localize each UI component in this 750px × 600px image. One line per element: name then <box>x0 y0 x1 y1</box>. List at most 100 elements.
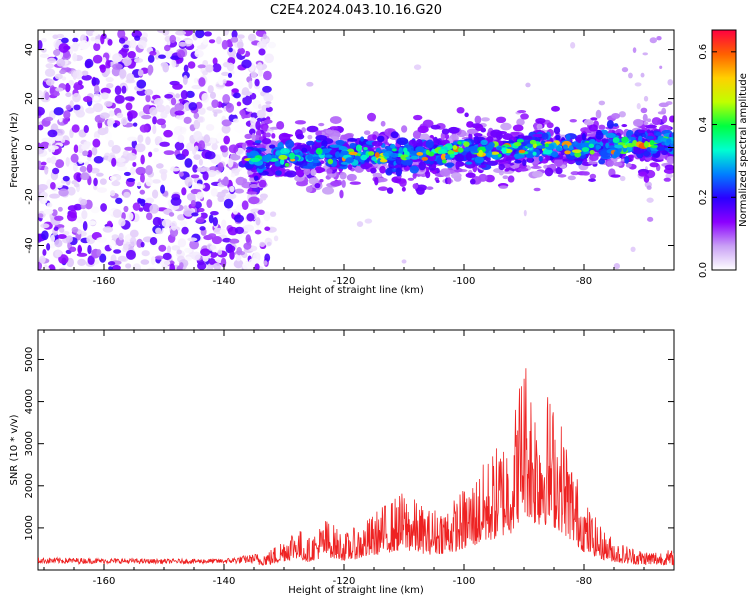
heatmap-blob <box>96 187 108 193</box>
heatmap-blob <box>76 252 88 257</box>
heatmap-blob <box>529 139 537 145</box>
heatmap-blob <box>44 116 54 122</box>
heatmap-blob <box>562 144 568 150</box>
heatmap-blob <box>177 214 186 221</box>
heatmap-blob <box>191 251 201 261</box>
heatmap-blob <box>149 50 157 56</box>
heatmap-blob <box>516 118 525 126</box>
heatmap-blob <box>53 107 64 116</box>
heatmap-blob <box>169 263 176 270</box>
heatmap-blob <box>120 117 128 126</box>
heatmap-blob <box>170 55 181 61</box>
heatmap-blob <box>646 197 654 203</box>
heatmap-blob <box>438 149 447 154</box>
heatmap-blob <box>409 165 420 174</box>
heatmap-blob <box>324 154 333 158</box>
heatmap-blob <box>418 161 426 171</box>
heatmap-blob <box>656 146 666 151</box>
heatmap-blob <box>84 60 92 69</box>
heatmap-blob <box>634 82 642 87</box>
heatmap-blob <box>610 174 621 178</box>
heatmap-blob <box>637 129 646 134</box>
heatmap-blob <box>93 177 98 187</box>
heatmap-blob <box>457 141 462 145</box>
x-tick-label: -160 <box>93 276 116 287</box>
heatmap-blob <box>329 116 342 124</box>
heatmap-blob <box>183 64 189 73</box>
heatmap-blob <box>211 143 218 151</box>
heatmap-blob <box>310 169 317 176</box>
heatmap-blob <box>275 170 282 176</box>
heatmap-blob <box>440 132 446 141</box>
x-tick-label: -80 <box>576 576 592 587</box>
heatmap-blob <box>242 95 253 106</box>
heatmap-blob <box>555 167 563 175</box>
heatmap-blob <box>265 161 270 169</box>
heatmap-blob <box>50 146 56 153</box>
heatmap-blob <box>38 184 48 191</box>
heatmap-blob <box>177 49 186 59</box>
heatmap-blob <box>643 95 649 102</box>
heatmap-blob <box>249 183 259 189</box>
heatmap-blob <box>312 159 320 163</box>
heatmap-blob <box>513 142 522 147</box>
heatmap-blob <box>99 112 110 119</box>
heatmap-blob <box>643 140 649 148</box>
y-tick-label: 5000 <box>24 347 35 372</box>
y-tick-label: -20 <box>24 188 35 204</box>
heatmap-blob <box>104 210 115 215</box>
heatmap-blob <box>92 31 99 37</box>
heatmap-blob <box>81 144 90 150</box>
heatmap-blob <box>588 178 596 182</box>
heatmap-blob <box>210 188 218 197</box>
heatmap-blob <box>315 134 328 141</box>
heatmap-blob <box>114 85 122 96</box>
heatmap-blob <box>47 57 57 64</box>
heatmap-blob <box>372 172 383 178</box>
heatmap-blob <box>646 118 652 123</box>
colorbar-gradient <box>712 30 736 270</box>
heatmap-blob <box>294 120 306 125</box>
heatmap-blob <box>116 165 128 171</box>
heatmap-blob <box>606 160 615 167</box>
heatmap-blob <box>43 208 54 215</box>
heatmap-blob <box>649 139 655 146</box>
heatmap-blob <box>194 201 202 209</box>
heatmap-blob <box>601 138 607 144</box>
heatmap-blob <box>108 266 113 270</box>
heatmap-blob <box>236 34 245 39</box>
heatmap-blob <box>106 220 113 227</box>
heatmap-blob <box>77 258 86 266</box>
heatmap-blob <box>76 216 83 224</box>
heatmap-blob <box>157 104 166 113</box>
heatmap-blob <box>442 159 447 164</box>
y-tick-label: 1000 <box>24 515 35 540</box>
heatmap-blob <box>257 209 265 216</box>
heatmap-blob <box>306 140 315 146</box>
heatmap-blob <box>657 111 666 115</box>
heatmap-blob <box>271 133 276 139</box>
heatmap-blob <box>110 190 116 197</box>
colorbar-tick-label: 0.0 <box>698 262 709 278</box>
heatmap-blob <box>595 109 602 119</box>
heatmap-blob <box>90 167 100 174</box>
heatmap-blob <box>200 248 211 257</box>
heatmap-blob <box>145 136 151 146</box>
heatmap-blob <box>496 146 502 151</box>
heatmap-blob <box>447 177 452 185</box>
heatmap-blob <box>445 162 455 167</box>
heatmap-blob <box>263 211 271 222</box>
heatmap-blob <box>137 40 147 50</box>
heatmap-blob <box>44 91 50 101</box>
heatmap-blob <box>227 259 233 268</box>
x-tick-label: -140 <box>213 576 236 587</box>
heatmap-blob <box>150 256 156 265</box>
heatmap-blob <box>365 163 373 168</box>
heatmap-data-area <box>38 30 674 270</box>
heatmap-blob <box>127 136 138 142</box>
heatmap-blob <box>220 178 229 186</box>
heatmap-blob <box>209 244 217 250</box>
heatmap-blob <box>99 253 107 263</box>
heatmap-blob <box>235 232 243 239</box>
heatmap-blob <box>77 244 82 255</box>
